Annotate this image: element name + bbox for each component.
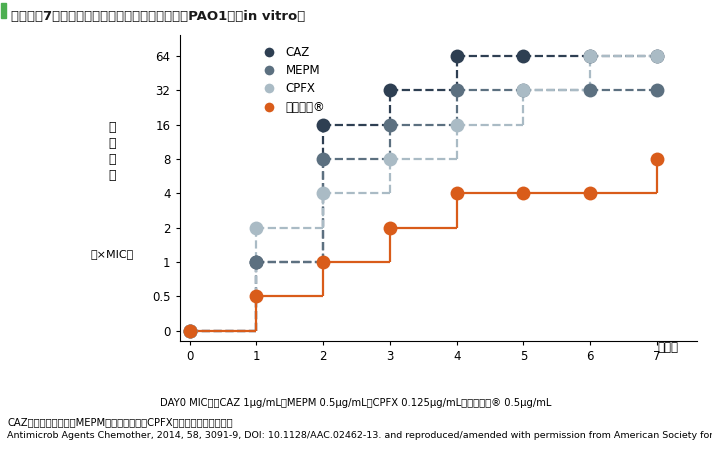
Text: （×MIC）: （×MIC） bbox=[90, 249, 134, 259]
Legend: CAZ, MEPM, CPFX, ザバクサ®: CAZ, MEPM, CPFX, ザバクサ® bbox=[253, 41, 330, 118]
Text: （日）: （日） bbox=[657, 341, 678, 354]
Text: DAY0 MIC値：CAZ 1μg/mL、MEPM 0.5μg/mL、CPFX 0.125μg/mL、ザバクサ® 0.5μg/mL: DAY0 MIC値：CAZ 1μg/mL、MEPM 0.5μg/mL、CPFX … bbox=[160, 398, 552, 408]
Text: 薬
剤
濃
度: 薬 剤 濃 度 bbox=[108, 121, 116, 182]
Text: 緑膿菌の7日間耐性誘導培養における耐性発現（PAO1株：in vitro）: 緑膿菌の7日間耐性誘導培養における耐性発現（PAO1株：in vitro） bbox=[11, 10, 305, 23]
Text: CAZ：セフタジジム、MEPM：メロペネム、CPFX：シプロフロキサシン: CAZ：セフタジジム、MEPM：メロペネム、CPFX：シプロフロキサシン bbox=[7, 418, 233, 428]
Text: Antimicrob Agents Chemother, 2014, 58, 3091-9, DOI: 10.1128/AAC.02462-13. and re: Antimicrob Agents Chemother, 2014, 58, 3… bbox=[7, 431, 712, 440]
